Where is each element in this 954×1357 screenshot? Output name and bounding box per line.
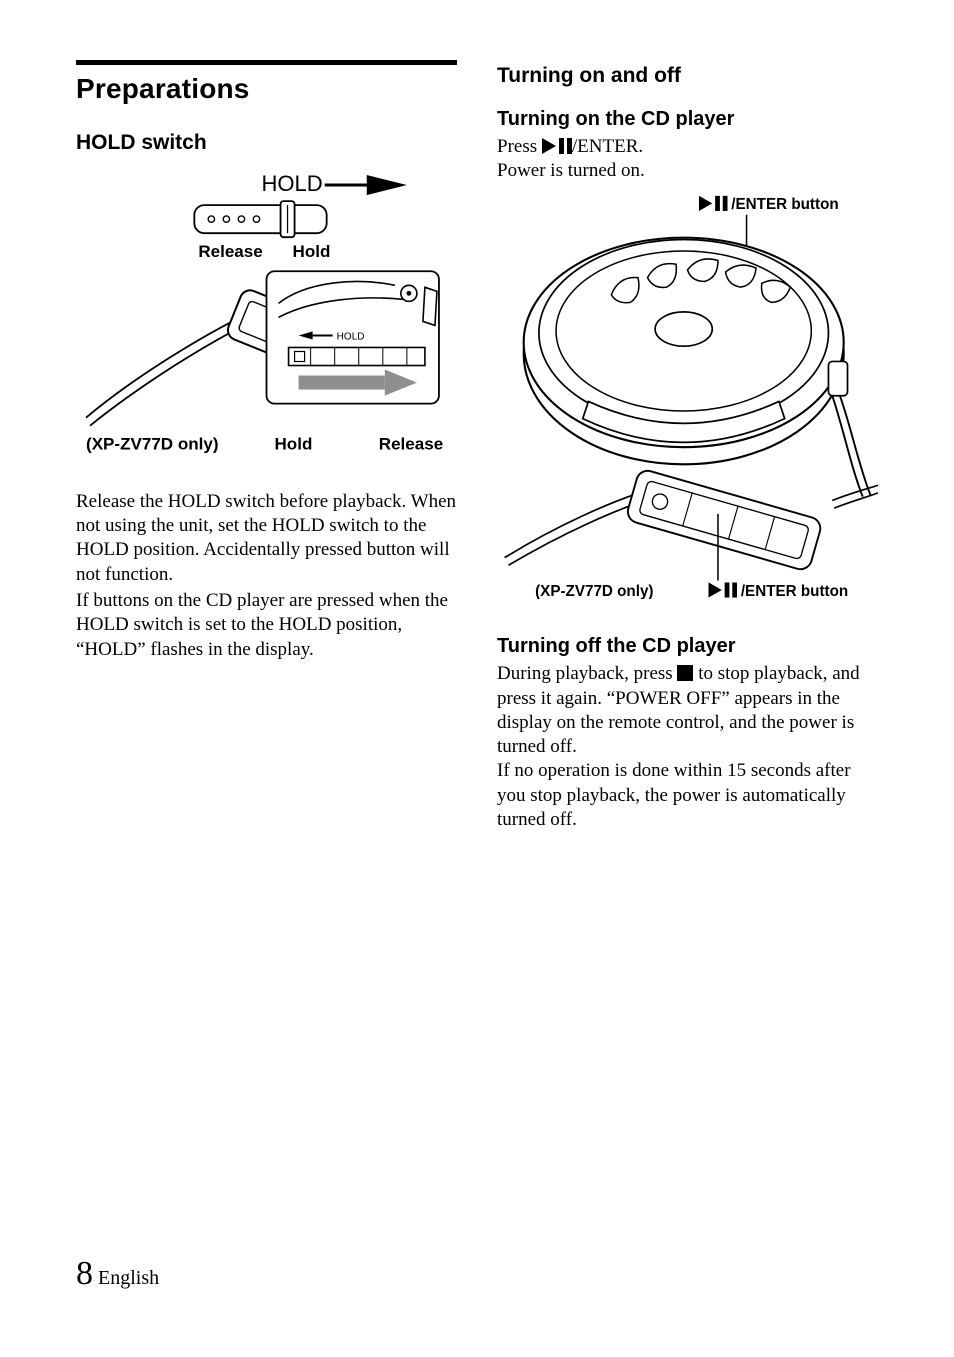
- hold-pos-label: Hold: [293, 242, 331, 261]
- hold-label-text: HOLD: [261, 171, 322, 196]
- press-line: Press /ENTER.: [497, 135, 878, 159]
- remote-hold-text: HOLD: [337, 331, 365, 342]
- off-p1a: During playback, press: [497, 663, 677, 684]
- hold-paragraph-2: If buttons on the CD player are pressed …: [76, 589, 457, 662]
- remote-diagram: HOLD: [86, 271, 439, 425]
- remote-release-label: Release: [379, 435, 443, 454]
- turning-off-heading: Turning off the CD player: [497, 635, 878, 658]
- section-rule: [76, 60, 457, 65]
- page-number: 8: [76, 1255, 93, 1292]
- remote-only-label: (XP-ZV77D only): [86, 435, 218, 454]
- cd-player-diagram: /ENTER button: [497, 190, 878, 600]
- page-language: English: [98, 1267, 159, 1289]
- two-column-layout: Preparations HOLD switch HOLD Release Ho…: [76, 60, 878, 832]
- hold-switch-diagram: HOLD Release Hold: [76, 165, 457, 466]
- remote-hold-label: Hold: [275, 435, 313, 454]
- turning-off-para2: If no operation is done within 15 second…: [497, 759, 878, 832]
- svg-text:/ENTER button: /ENTER button: [731, 196, 838, 213]
- section-title: Preparations: [76, 73, 457, 105]
- turning-off-para1: During playback, press to stop playback,…: [497, 662, 878, 759]
- stop-icon: [677, 665, 693, 681]
- remote-bottom: [505, 468, 878, 580]
- right-column: Turning on and off Turning on the CD pla…: [497, 60, 878, 832]
- release-label: Release: [198, 242, 262, 261]
- power-on-line: Power is turned on.: [497, 159, 878, 183]
- turning-heading: Turning on and off: [497, 64, 878, 88]
- remote-only-label-2: (XP-ZV77D only): [535, 582, 653, 599]
- page-footer: 8 English: [76, 1255, 159, 1293]
- hold-switch-heading: HOLD switch: [76, 131, 457, 155]
- left-column: Preparations HOLD switch HOLD Release Ho…: [76, 60, 457, 832]
- press-pre: Press: [497, 136, 542, 157]
- play-pause-icon: [542, 138, 572, 154]
- press-post: /ENTER.: [572, 136, 643, 157]
- turning-on-heading: Turning on the CD player: [497, 108, 878, 131]
- hold-arrow-head-icon: [367, 175, 407, 195]
- hold-paragraph-1: Release the HOLD switch before playback.…: [76, 490, 457, 587]
- svg-text:/ENTER button: /ENTER button: [741, 582, 848, 599]
- enter-button-callout-bottom: /ENTER button: [708, 582, 848, 599]
